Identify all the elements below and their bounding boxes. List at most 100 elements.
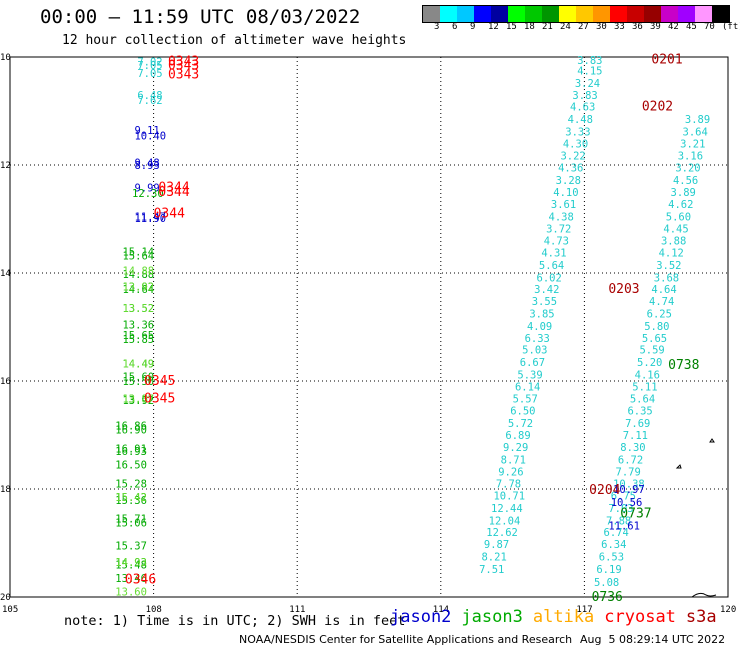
wave-height-value: 15.48 bbox=[115, 560, 147, 572]
wave-height-value: 6.34 bbox=[601, 539, 626, 551]
legend-cryosat: cryosat bbox=[604, 607, 676, 627]
wave-height-value: 13.92 bbox=[122, 282, 154, 294]
wave-height-value: 15.65 bbox=[122, 330, 154, 342]
wave-height-value: 11.61 bbox=[608, 521, 640, 533]
wave-height-value: 4.74 bbox=[649, 296, 674, 308]
legend-altika: altika bbox=[532, 607, 595, 627]
wave-height-value: 3.33 bbox=[565, 127, 590, 139]
colorbar-swatch bbox=[542, 6, 559, 22]
colorbar-label: 24 bbox=[560, 22, 571, 32]
colorbar-swatch bbox=[474, 6, 491, 22]
legend-jason3: jason3 bbox=[461, 607, 523, 627]
wave-height-value: 5.72 bbox=[508, 418, 533, 430]
wave-height-value: 8.93 bbox=[134, 160, 159, 172]
wave-height-value: 3.21 bbox=[680, 138, 705, 150]
wave-height-value: 13.52 bbox=[122, 303, 154, 315]
map-subtitle: 12 hour collection of altimeter wave hei… bbox=[62, 33, 407, 48]
wave-height-value: 9.48 bbox=[134, 157, 159, 169]
colorbar-swatch bbox=[525, 6, 542, 22]
wave-height-value: 4.09 bbox=[527, 321, 552, 333]
wave-height-value: 15.50 bbox=[122, 376, 154, 388]
colorbar-label: 45 bbox=[686, 22, 697, 32]
wave-height-value: 3.64 bbox=[683, 127, 708, 139]
wave-height-value: 4.62 bbox=[668, 199, 693, 211]
wave-height-value: 4.38 bbox=[549, 211, 574, 223]
wave-height-value: 3.42 bbox=[534, 284, 559, 296]
wave-height-value: 9.29 bbox=[503, 442, 528, 454]
wave-height-value: 5.03 bbox=[522, 345, 547, 357]
wave-height-value: 3.89 bbox=[671, 187, 696, 199]
wave-height-value: 15.42 bbox=[115, 492, 147, 504]
wave-height-value: 12.62 bbox=[486, 527, 518, 539]
map-title: 00:00 – 11:59 UTC 08/03/2022 bbox=[40, 6, 361, 28]
longitude-label: 117 bbox=[576, 605, 592, 615]
wave-height-value: 4.31 bbox=[541, 247, 566, 259]
wave-height-value: 13.60 bbox=[115, 587, 147, 599]
colorbar-label: 6 bbox=[452, 22, 458, 32]
wave-height-value: 14.93 bbox=[115, 557, 147, 569]
pass-time-label: 0345 bbox=[144, 391, 175, 406]
wave-height-value: 11.90 bbox=[134, 213, 166, 225]
latitude-label: 16 bbox=[0, 377, 11, 387]
axis-labels: 105 108 111 114 117 120 10 12 14 16 18 20 bbox=[0, 53, 736, 615]
latitude-label: 20 bbox=[0, 593, 11, 603]
wave-height-value: 6.19 bbox=[596, 564, 621, 576]
island-3 bbox=[691, 592, 717, 598]
wave-height-value: 6.67 bbox=[520, 357, 545, 369]
wave-height-value: 4.30 bbox=[563, 138, 588, 150]
wave-height-value: 16.93 bbox=[115, 446, 147, 458]
credit-line: NOAA/NESDIS Center for Satellite Applica… bbox=[239, 633, 573, 646]
wave-height-value: 7.78 bbox=[496, 479, 521, 491]
pass-time-label: 0344 bbox=[158, 181, 189, 196]
wave-height-value: 10.56 bbox=[611, 497, 643, 509]
wave-height-value: 6.35 bbox=[627, 406, 652, 418]
wave-height-value: 12.44 bbox=[491, 503, 523, 515]
wave-height-value: 3.72 bbox=[546, 224, 571, 236]
colorbar-label: 12 bbox=[488, 22, 499, 32]
wave-height-value: 12.04 bbox=[489, 515, 521, 527]
wave-height-value: 3.52 bbox=[656, 260, 681, 272]
colorbar-swatch bbox=[457, 6, 474, 22]
wave-height-value: 15.28 bbox=[115, 479, 147, 491]
coastline bbox=[675, 438, 717, 598]
wave-height-value: 3.55 bbox=[532, 296, 557, 308]
wave-height-value: 3.68 bbox=[654, 272, 679, 284]
longitude-label: 114 bbox=[433, 605, 449, 615]
wave-height-value: 5.59 bbox=[639, 345, 664, 357]
wave-height-value: 4.64 bbox=[651, 284, 676, 296]
wave-height-value: 6.75 bbox=[611, 490, 636, 502]
wave-height-value: 15.37 bbox=[115, 541, 147, 553]
wave-height-value: 5.64 bbox=[630, 393, 655, 405]
wave-height-value: 5.08 bbox=[594, 577, 619, 589]
wave-height-value: 4.36 bbox=[558, 163, 583, 175]
wave-height-value: 4.73 bbox=[544, 236, 569, 248]
wave-height-value: 16.91 bbox=[115, 444, 147, 456]
wave-height-value: 15.60 bbox=[122, 372, 154, 384]
wave-height-value: 10.40 bbox=[134, 130, 166, 142]
colorbar-label: 33 bbox=[614, 22, 625, 32]
colorbar-label: 3 bbox=[434, 22, 440, 32]
wave-height-value: 10.71 bbox=[493, 490, 525, 502]
wave-height-value: 13.46 bbox=[115, 573, 147, 585]
wave-height-value: 3.88 bbox=[661, 236, 686, 248]
wave-height-value: 6.48 bbox=[137, 90, 162, 102]
wave-height-value: 7.79 bbox=[616, 467, 641, 479]
pass-time-label: 0346 bbox=[125, 573, 156, 588]
wave-height-value: 8.71 bbox=[501, 454, 526, 466]
map-grid bbox=[9, 56, 729, 598]
colorbar-swatch bbox=[508, 6, 525, 22]
wave-height-value: 14.49 bbox=[122, 359, 154, 371]
wave-height-value: 16.90 bbox=[115, 425, 147, 437]
wave-height-value: 3.16 bbox=[678, 150, 703, 162]
colorbar-swatch bbox=[678, 6, 695, 22]
colorbar-label: 15 bbox=[506, 22, 517, 32]
wave-height-value: 10.97 bbox=[613, 484, 645, 496]
island-2 bbox=[709, 438, 715, 443]
wave-height-value: 5.60 bbox=[666, 211, 691, 223]
wave-height-value: 6.53 bbox=[599, 552, 624, 564]
wave-height-value: 15.42 bbox=[115, 492, 147, 504]
wave-height-value: 7.51 bbox=[479, 564, 504, 576]
wave-height-value: 14.49 bbox=[122, 359, 154, 371]
wave-height-value: 6.50 bbox=[510, 406, 535, 418]
wave-height-value: 14.88 bbox=[122, 269, 154, 281]
